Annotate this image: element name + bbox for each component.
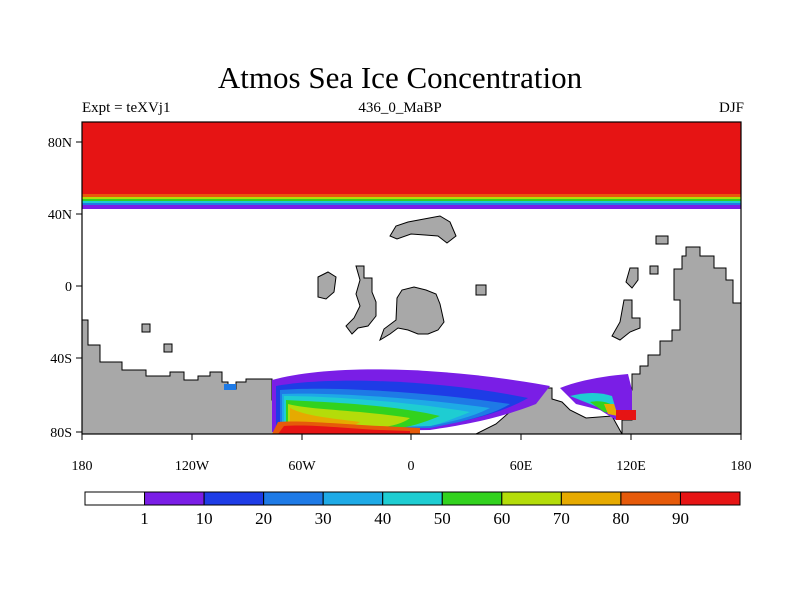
north-ice-band-30 [82,203,741,205]
colorbar-label-5: 50 [434,509,451,528]
colorbar-box-10 [679,491,741,506]
experiment-label: Expt = teXVj1 [82,100,171,116]
colorbar-label-8: 80 [612,509,629,528]
land-north-africa [389,215,457,244]
y-tick-80s: 80S [50,426,72,441]
colorbar-label-4: 40 [374,509,391,528]
colorbar-box-0 [84,491,146,506]
land-small-asia [649,265,659,275]
y-tick-40n: 40N [48,208,72,223]
colorbar-box-4 [322,491,384,506]
y-tick-0: 0 [65,280,72,295]
colorbar-label-0: 1 [140,509,149,528]
x-tick-120w: 120W [175,459,210,474]
north-ice-band-60 [82,199,741,201]
north-ice-100 [82,122,741,194]
land-pacific-island-2 [163,343,173,353]
y-tick-40s: 40S [50,352,72,367]
colorbar-box-9 [620,491,681,506]
land-africa [379,286,445,342]
colorbar-box-7 [501,491,562,506]
land-indonesia [625,267,639,289]
colorbar-label-6: 60 [493,509,510,528]
colorbar-label-3: 30 [315,509,332,528]
north-ice-band-50 [82,201,741,203]
y-tick-80n: 80N [48,136,72,151]
land-pacific-island [141,323,151,333]
colorbar-label-2: 20 [255,509,272,528]
colorbar-box-8 [560,491,622,506]
x-tick-0: 0 [408,459,415,474]
land-west [81,319,279,435]
time-label: 436_0_MaBP [358,100,442,116]
land-japan [655,235,669,245]
land-asia-island [611,299,641,341]
colorbar-label-9: 90 [672,509,689,528]
x-tick-180w: 180 [72,459,93,474]
x-tick-60e: 60E [510,459,533,474]
land-atlantic-island [317,271,337,300]
colorbar-box-1 [144,491,205,506]
land-west-africa [345,265,377,335]
map-plot: 180 120W 60W 0 60E 120E 180 80N 40N 0 40… [48,121,752,474]
colorbar-box-2 [203,491,265,506]
season-label: DJF [718,100,744,116]
north-ice-band-70 [82,197,741,199]
x-tick-180e: 180 [731,459,752,474]
north-ice-band-90 [82,194,741,197]
colorbar-label-1: 10 [196,509,213,528]
colorbar-box-6 [441,491,503,506]
axis-ticks [76,141,742,440]
colorbar-box-3 [263,491,324,506]
colorbar-label-7: 70 [553,509,570,528]
x-tick-60w: 60W [288,459,316,474]
x-tick-120e: 120E [616,459,646,474]
land-small-island [475,284,487,296]
north-ice-band-10 [82,205,741,209]
colorbar-box-5 [382,491,443,506]
map-title: Atmos Sea Ice Concentration [217,60,583,95]
colorbar: 1 10 20 30 40 50 60 70 80 90 [84,491,741,528]
south-ice-indian [224,374,636,420]
south-ice-atlantic [272,369,550,434]
